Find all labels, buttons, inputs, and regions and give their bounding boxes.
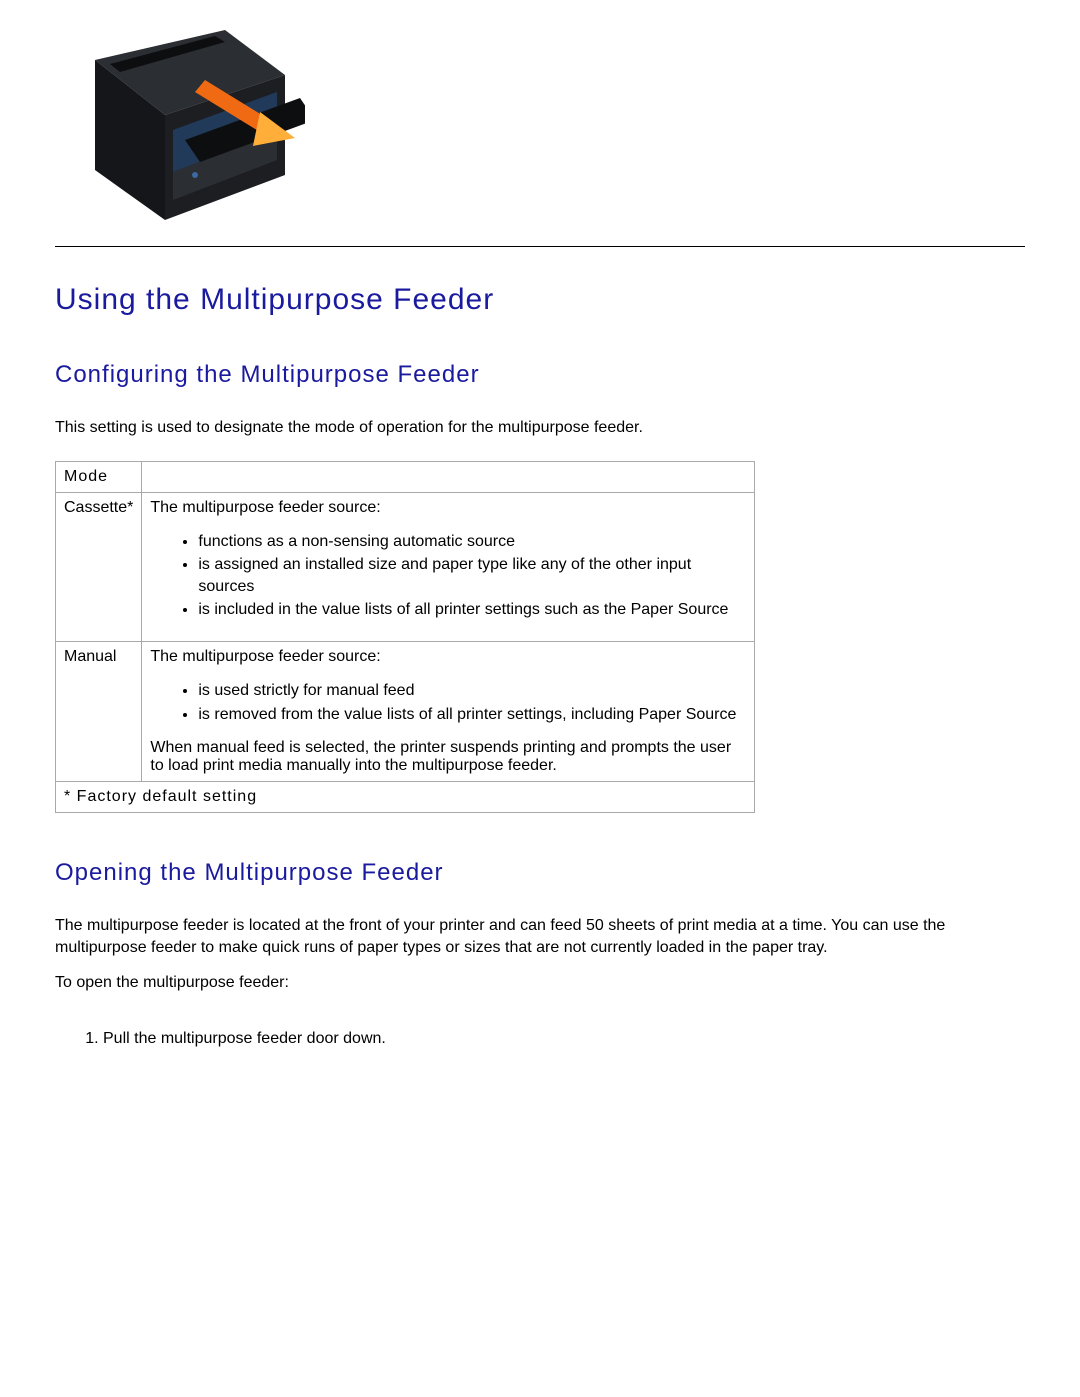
desc-bullets: functions as a non-sensing automatic sou… [150,531,746,621]
page-title: Using the Multipurpose Feeder [55,283,1025,317]
list-item: is included in the value lists of all pr… [198,599,746,621]
open-lead-paragraph: To open the multipurpose feeder: [55,972,1025,994]
section-divider [55,246,1025,247]
list-item: is removed from the value lists of all p… [198,704,746,726]
section-heading-opening: Opening the Multipurpose Feeder [55,859,1025,887]
table-header-mode: Mode [56,461,142,492]
list-item: functions as a non-sensing automatic sou… [198,531,746,553]
printer-illustration [55,20,305,230]
mode-cell: Manual [56,641,142,781]
open-intro-paragraph: The multipurpose feeder is located at th… [55,915,1025,958]
table-footnote-row: * Factory default setting [56,782,755,813]
table-header-desc [142,461,755,492]
desc-intro: The multipurpose feeder source: [150,499,380,516]
desc-cell: The multipurpose feeder source: function… [142,492,755,641]
section-heading-configuring: Configuring the Multipurpose Feeder [55,361,1025,389]
table-row: Cassette* The multipurpose feeder source… [56,492,755,641]
list-item: is assigned an installed size and paper … [198,554,746,597]
table-header-row: Mode [56,461,755,492]
desc-intro: The multipurpose feeder source: [150,648,380,665]
mode-cell: Cassette* [56,492,142,641]
list-item: Pull the multipurpose feeder door down. [103,1028,1025,1050]
config-intro-paragraph: This setting is used to designate the mo… [55,417,1025,439]
desc-bullets: is used strictly for manual feed is remo… [150,680,746,725]
printer-svg [55,20,305,230]
list-item: is used strictly for manual feed [198,680,746,702]
table-row: Manual The multipurpose feeder source: i… [56,641,755,781]
desc-cell: The multipurpose feeder source: is used … [142,641,755,781]
open-steps-list: Pull the multipurpose feeder door down. [55,1028,1025,1050]
desc-outro: When manual feed is selected, the printe… [150,739,731,774]
table-footnote: * Factory default setting [56,782,755,813]
mode-table: Mode Cassette* The multipurpose feeder s… [55,461,755,814]
